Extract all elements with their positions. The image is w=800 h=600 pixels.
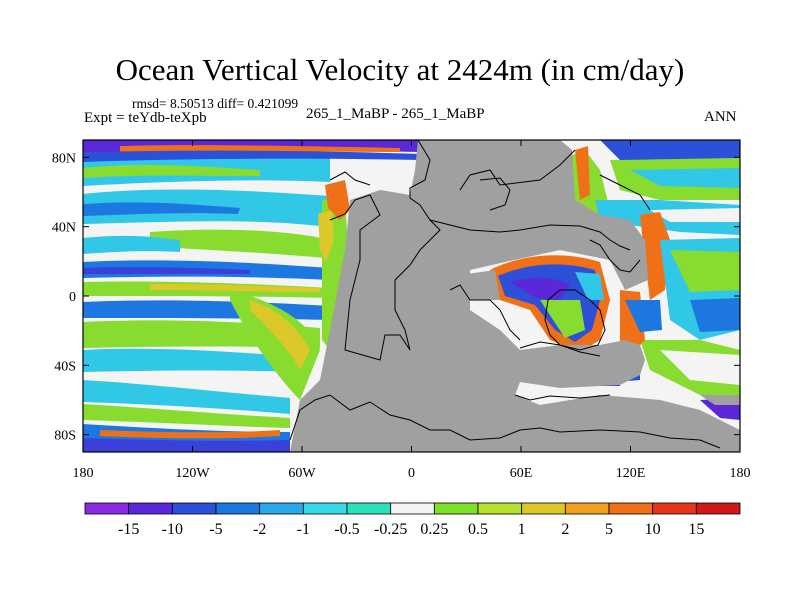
- colorbar-swatch: [695, 502, 741, 515]
- y-tick-label: 40N: [52, 221, 76, 236]
- coastline: [479, 177, 511, 211]
- colorbar-label: -15: [118, 521, 139, 538]
- field-band: [575, 146, 590, 200]
- coastline: [599, 174, 651, 211]
- field-band: [120, 145, 400, 152]
- colorbar-label: 2: [561, 521, 569, 538]
- field-band: [83, 267, 250, 274]
- y-tick-label: 80N: [52, 151, 76, 166]
- coastline: [459, 149, 576, 191]
- coastline: [469, 427, 721, 449]
- x-tick-label: 120E: [616, 466, 646, 481]
- coastline: [514, 394, 611, 401]
- field-band: [325, 180, 350, 220]
- tick-labels: 180 120W 60W 0 60E 120E 180 80N 40N 0 40S 80S: [52, 151, 751, 481]
- colorbar-label: 10: [645, 521, 661, 538]
- field-band: [83, 202, 240, 216]
- season-label: ANN: [704, 109, 737, 125]
- coastlines: [289, 140, 721, 449]
- tick-marks: [82, 140, 741, 452]
- coastline: [519, 341, 601, 357]
- colorbar-label: -0.25: [374, 521, 407, 538]
- colorbar-label: 0.5: [468, 521, 488, 538]
- coastline: [589, 239, 641, 273]
- colorbar-swatch: [433, 502, 479, 515]
- land-polygon: [700, 395, 740, 405]
- colorbar-label: 0.25: [420, 521, 448, 538]
- colorbar-swatch: [608, 502, 654, 515]
- land-polygon: [290, 140, 740, 452]
- field-band: [83, 164, 260, 178]
- field-band: [625, 300, 662, 332]
- colorbar-swatch: [390, 502, 435, 515]
- coastline: [329, 140, 441, 361]
- field-band: [670, 250, 740, 292]
- colorbar-label: -5: [209, 521, 222, 538]
- colorbar-label: 1: [518, 521, 526, 538]
- colorbar-swatch: [259, 502, 304, 515]
- colorbar-label: -0.5: [334, 521, 359, 538]
- coastline: [429, 219, 631, 251]
- colorbar-swatch: [477, 502, 523, 515]
- field-band: [650, 208, 740, 222]
- colorbar-swatch: [521, 502, 566, 515]
- x-tick-label: 60W: [288, 466, 316, 481]
- x-tick-label: 0: [408, 466, 415, 481]
- coastline: [329, 171, 371, 186]
- field-band: [150, 229, 330, 258]
- coastline: [289, 394, 471, 441]
- y-tick-label: 40S: [54, 359, 76, 374]
- field-band: [660, 350, 740, 385]
- field-band: [83, 380, 290, 414]
- colorbar-swatch: [302, 502, 348, 515]
- coastline: [544, 289, 606, 351]
- field-band: [83, 404, 290, 428]
- field-band: [83, 438, 290, 452]
- coastline: [449, 284, 521, 341]
- colorbar-swatch: [215, 502, 261, 515]
- colorbar-swatch: [128, 502, 173, 515]
- colorbar-swatch: [346, 502, 392, 515]
- colorbar-swatch: [84, 502, 130, 515]
- colorbar-label: 5: [605, 521, 613, 538]
- colorbar: -15 -10 -5 -2 -1 -0.5 -0.25 0.25 0.5 1 2 5 10 15: [84, 502, 741, 538]
- colorbar-label: 15: [688, 521, 704, 538]
- x-tick-label: 60E: [510, 466, 533, 481]
- land-polygon: [460, 270, 500, 300]
- land-masses: [290, 140, 740, 452]
- field-band: [100, 430, 280, 439]
- field-band: [600, 140, 740, 160]
- pacific-field: [83, 140, 420, 452]
- y-tick-label: 0: [69, 290, 76, 305]
- map-area: [83, 140, 740, 452]
- x-tick-label: 120W: [175, 466, 210, 481]
- field-band: [83, 348, 310, 372]
- experiment-label: Expt = teYdb-teXpb: [84, 110, 207, 126]
- colorbar-swatch: [652, 502, 697, 515]
- colorbar-label: -2: [253, 521, 266, 538]
- field-band: [690, 298, 740, 332]
- chart-subtitle: 265_1_MaBP - 265_1_MaBP: [306, 106, 485, 122]
- x-tick-label: 180: [730, 466, 751, 481]
- colorbar-swatch: [564, 502, 610, 515]
- field-band: [150, 284, 320, 292]
- x-tick-label: 180: [73, 466, 94, 481]
- field-band: [83, 150, 420, 162]
- field-band: [630, 168, 740, 188]
- colorbar-swatch: [171, 502, 217, 515]
- field-band: [575, 272, 604, 300]
- field-band: [230, 290, 320, 400]
- field-band: [540, 300, 585, 338]
- chart-title: Ocean Vertical Velocity at 2424m (in cm/…: [115, 52, 685, 87]
- stats-text: rmsd= 8.50513 diff= 0.421099: [132, 96, 299, 111]
- colorbar-label: -10: [162, 521, 183, 538]
- y-tick-label: 80S: [54, 429, 76, 444]
- colorbar-label: -1: [297, 521, 310, 538]
- field-band: [318, 210, 334, 262]
- field-band: [250, 300, 310, 370]
- field-band: [83, 235, 180, 254]
